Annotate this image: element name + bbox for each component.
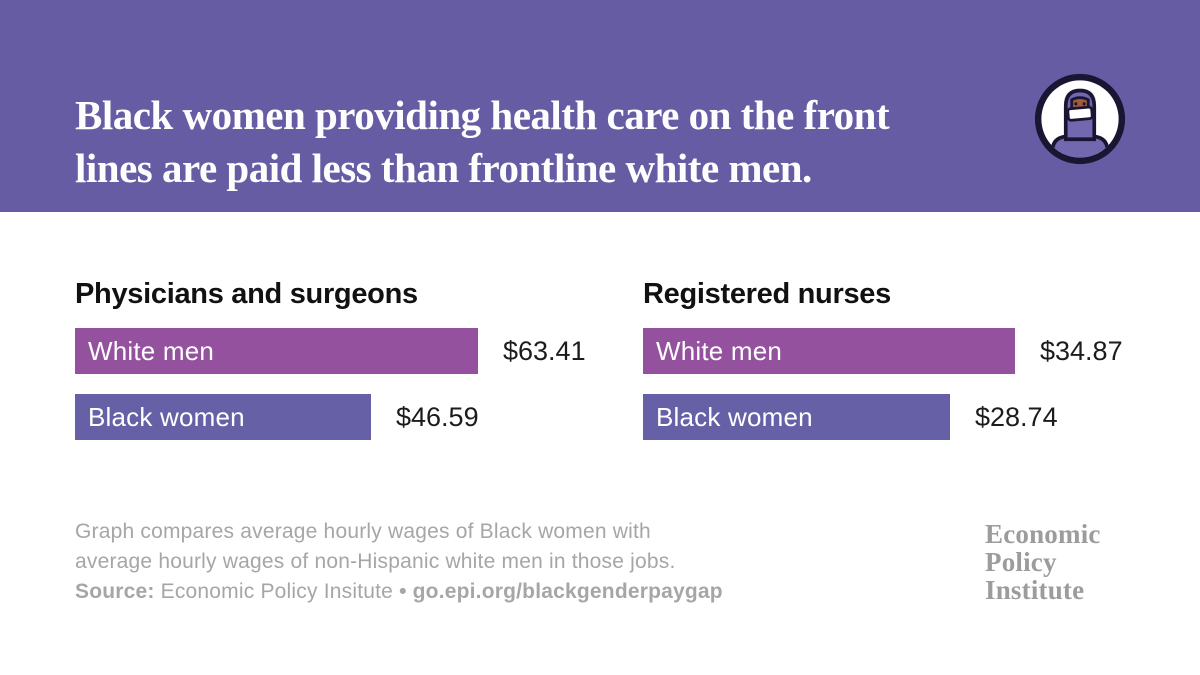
masked-health-worker-icon xyxy=(1034,73,1126,165)
bar-value: $46.59 xyxy=(396,401,479,432)
logo-line-1: Economic xyxy=(985,519,1101,549)
chart-group-nurses: Registered nurses White men $34.87 Black… xyxy=(643,278,1200,460)
source-label: Source: xyxy=(75,580,155,603)
epi-logo: Economic Policy Institute xyxy=(985,520,1101,604)
source-line: Source: Economic Policy Insitute • go.ep… xyxy=(75,577,723,607)
page-title: Black women providing health care on the… xyxy=(75,89,1035,195)
source-bullet: • xyxy=(399,580,413,603)
bar-label: Black women xyxy=(88,401,245,432)
bar-value: $34.87 xyxy=(1040,335,1123,366)
bar-value: $28.74 xyxy=(975,401,1058,432)
bar-label: White men xyxy=(88,335,215,366)
chart-group-physicians: Physicians and surgeons White men $63.41… xyxy=(75,278,635,460)
bar-physicians-white-men: White men xyxy=(75,328,478,374)
note-line-1: Graph compares average hourly wages of B… xyxy=(75,520,651,543)
bar-label: White men xyxy=(656,335,783,366)
bar-nurses-white-men: White men xyxy=(643,328,1015,374)
source-url: go.epi.org/blackgenderpaygap xyxy=(412,580,723,603)
bar-value: $63.41 xyxy=(503,335,586,366)
bar-physicians-black-women: Black women xyxy=(75,394,371,440)
title-line-1: Black women providing health care on the… xyxy=(75,92,890,139)
note-line-2: average hourly wages of non-Hispanic whi… xyxy=(75,550,676,573)
group-title-physicians: Physicians and surgeons xyxy=(75,278,418,310)
logo-line-3: Institute xyxy=(985,575,1085,605)
bar-row-nurses-black-women: Black women $28.74 xyxy=(643,394,1200,440)
group-title-nurses: Registered nurses xyxy=(643,278,891,310)
bar-row-physicians-black-women: Black women $46.59 xyxy=(75,394,635,440)
source-text: Economic Policy Insitute xyxy=(154,580,400,603)
footer-notes: Graph compares average hourly wages of B… xyxy=(75,517,723,607)
logo-line-2: Policy xyxy=(985,547,1057,577)
bar-row-nurses-white-men: White men $34.87 xyxy=(643,328,1200,374)
header-band: Black women providing health care on the… xyxy=(0,0,1200,212)
title-line-2: lines are paid less than frontline white… xyxy=(75,145,812,192)
bar-nurses-black-women: Black women xyxy=(643,394,950,440)
bar-row-physicians-white-men: White men $63.41 xyxy=(75,328,635,374)
bar-label: Black women xyxy=(656,401,813,432)
